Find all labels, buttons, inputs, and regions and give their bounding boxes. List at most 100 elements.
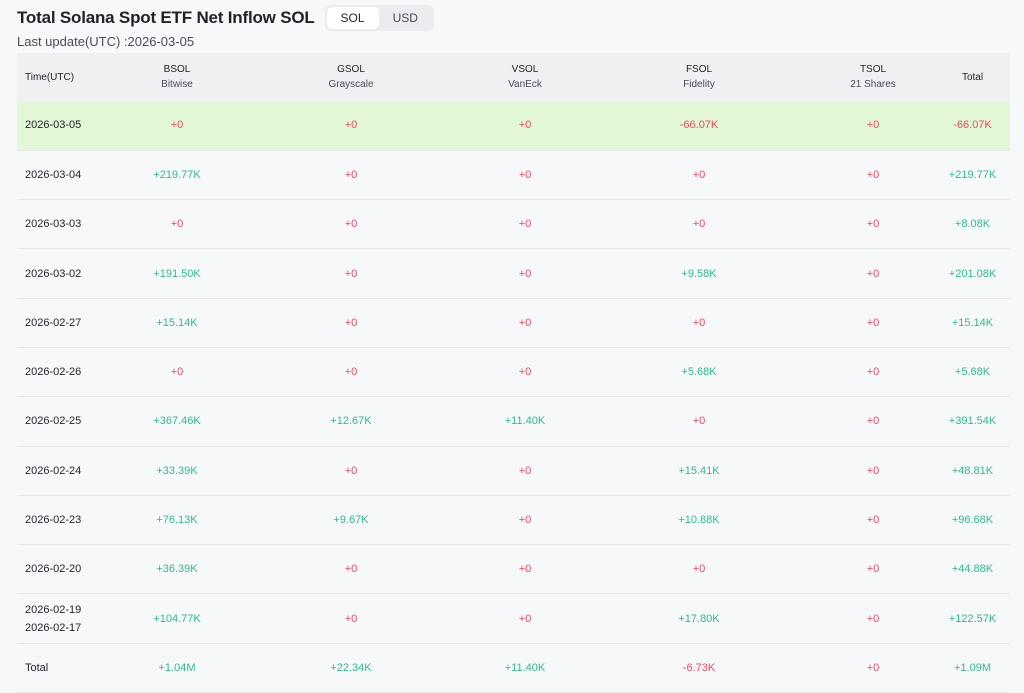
date-cell: 2026-02-27	[17, 298, 115, 347]
flow-cell-tsol: +0	[866, 563, 880, 576]
flow-cell-fsol: +17.80K	[678, 612, 720, 625]
col-header-gsol: GSOL Grayscale	[239, 53, 463, 101]
table-total-row: Total +1.04M +22.34K +11.40K -6.73K +0 +1.09M	[17, 643, 1010, 693]
date-label: 2026-02-27	[25, 316, 82, 329]
flow-cell-fsol: +0	[692, 168, 706, 181]
flow-cell-bsol: +191.50K	[153, 267, 201, 280]
toggle-sol-button[interactable]: SOL	[326, 7, 379, 29]
col-header-total: Total	[935, 53, 1010, 101]
date-cell: 2026-02-26	[17, 347, 115, 396]
flow-cell-fsol: +15.41K	[678, 464, 720, 477]
flow-cell-fsol: +0	[692, 218, 706, 231]
col-header-ticker: FSOL	[685, 64, 713, 75]
flow-cell-total: +1.09M	[954, 661, 991, 674]
flow-cell-tsol: +0	[866, 316, 880, 329]
flow-cell-total: +201.08K	[948, 267, 997, 280]
flow-cell-total: -66.07K	[953, 119, 992, 132]
col-header-ticker: VSOL	[511, 64, 539, 75]
flow-cell-bsol: +0	[170, 366, 184, 379]
flow-cell-tsol: +0	[866, 119, 880, 132]
flow-cell-gsol: +0	[344, 563, 358, 576]
col-header-ticker: BSOL	[163, 64, 191, 75]
flow-cell-gsol: +0	[344, 464, 358, 477]
flow-cell-gsol: +0	[344, 316, 358, 329]
flow-cell-vsol: +0	[518, 168, 532, 181]
flow-cell-vsol: +0	[518, 316, 532, 329]
date-label: 2026-02-23	[25, 514, 82, 527]
date-cell: 2026-03-05	[17, 101, 115, 150]
date-label: 2026-02-20	[25, 563, 82, 576]
date-cell: 2026-03-02	[17, 249, 115, 298]
flow-cell-vsol: +0	[518, 267, 532, 280]
col-header-issuer: Grayscale	[328, 79, 374, 90]
flow-cell-total: +48.81K	[951, 464, 994, 477]
flow-cell-fsol: +9.58K	[681, 267, 717, 280]
flow-cell-bsol: +1.04M	[158, 661, 196, 674]
flow-cell-tsol: +0	[866, 612, 880, 625]
flow-cell-total: +122.57K	[948, 612, 997, 625]
table-header-row: Time(UTC) BSOL Bitwise GSOL Grayscale VS…	[17, 53, 1010, 101]
date-cell: 2026-02-20	[17, 545, 115, 594]
flow-cell-bsol: +76.13K	[156, 514, 198, 527]
flow-cell-tsol: +0	[866, 366, 880, 379]
flow-cell-bsol: +0	[170, 218, 184, 231]
flow-cell-vsol: +0	[518, 563, 532, 576]
flow-cell-bsol: +36.39K	[156, 563, 198, 576]
flow-cell-total: +5.68K	[954, 366, 991, 379]
date-label: 2026-03-02	[25, 267, 82, 280]
col-header-label: Total	[961, 71, 984, 83]
flow-cell-gsol: +22.34K	[330, 661, 372, 674]
col-header-issuer: 21 Shares	[850, 79, 896, 90]
col-header-time: Time(UTC)	[17, 53, 115, 101]
flow-cell-total: +15.14K	[951, 316, 994, 329]
col-header-issuer: Bitwise	[161, 79, 193, 90]
flow-cell-bsol: +104.77K	[153, 612, 201, 625]
table-row: 2026-03-04 +219.77K +0 +0 +0 +0 +219.77K	[17, 150, 1010, 200]
flow-cell-gsol: +9.67K	[333, 514, 369, 527]
flow-cell-vsol: +11.40K	[504, 415, 546, 428]
flow-cell-tsol: +0	[866, 464, 880, 477]
flow-cell-total: +44.88K	[951, 563, 994, 576]
table-row: 2026-02-20 +36.39K +0 +0 +0 +0 +44.88K	[17, 544, 1010, 594]
card-header: Total Solana Spot ETF Net Inflow SOL SOL…	[17, 4, 434, 32]
flow-cell-gsol: +12.67K	[330, 415, 372, 428]
flow-cell-fsol: +0	[692, 316, 706, 329]
flow-cell-fsol: -6.73K	[682, 661, 716, 674]
table-row: 2026-03-03 +0 +0 +0 +0 +0 +8.08K	[17, 199, 1010, 249]
date-cell: 2026-03-03	[17, 200, 115, 249]
table-row: 2026-02-19 2026-02-17 +104.77K +0 +0 +17.80K +…	[17, 593, 1010, 644]
date-label: 2026-02-24	[25, 464, 82, 477]
toggle-usd-button[interactable]: USD	[392, 11, 418, 25]
flow-cell-fsol: -66.07K	[679, 119, 719, 132]
date-cell: 2026-03-04	[17, 150, 115, 199]
flow-cell-fsol: +0	[692, 415, 706, 428]
table-row: 2026-02-27 +15.14K +0 +0 +0 +0 +15.14K	[17, 298, 1010, 348]
flow-cell-tsol: +0	[866, 168, 880, 181]
date-cell: 2026-02-23	[17, 495, 115, 544]
flow-cell-gsol: +0	[344, 168, 358, 181]
flow-cell-gsol: +0	[344, 218, 358, 231]
col-header-tsol: TSOL 21 Shares	[811, 53, 935, 101]
flow-cell-gsol: +0	[344, 612, 358, 625]
flow-cell-fsol: +5.68K	[681, 366, 717, 379]
flow-cell-total: +96.68K	[951, 514, 994, 527]
flow-cell-bsol: +0	[170, 119, 184, 132]
last-update-text: Last update(UTC) :2026-03-05	[17, 34, 195, 49]
col-header-issuer: Fidelity	[683, 79, 715, 90]
currency-toggle: SOL USD	[324, 5, 434, 31]
flow-cell-gsol: +0	[344, 119, 358, 132]
date-cell: 2026-02-24	[17, 446, 115, 495]
flow-cell-fsol: +10.88K	[678, 514, 720, 527]
flow-cell-tsol: +0	[866, 218, 880, 231]
date-label-secondary: 2026-02-17	[25, 621, 82, 634]
table-row: 2026-02-23 +76.13K +9.67K +0 +10.88K +0 +96.68…	[17, 495, 1010, 545]
flow-cell-total: +219.77K	[948, 168, 997, 181]
flow-cell-bsol: +15.14K	[156, 316, 198, 329]
col-header-label: Time(UTC)	[25, 71, 75, 83]
col-header-ticker: GSOL	[337, 64, 365, 75]
date-label: 2026-02-25	[25, 415, 82, 428]
table-row: 2026-02-24 +33.39K +0 +0 +15.41K +0 +48.81K	[17, 446, 1010, 496]
col-header-issuer: VanEck	[508, 79, 542, 90]
flow-cell-total: +391.54K	[948, 415, 997, 428]
date-label: 2026-02-19	[25, 603, 82, 616]
